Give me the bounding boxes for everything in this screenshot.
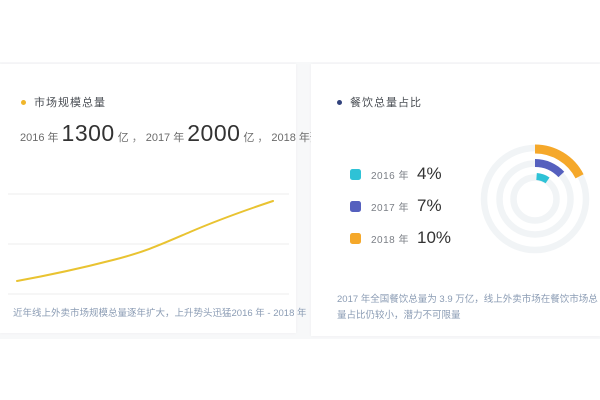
legend-value: 10% — [417, 228, 452, 247]
market-footer-note: 近年线上外卖市场规模总量逐年扩大，上升势头迅猛 — [13, 308, 232, 319]
legend-item-2018[interactable]: 2018 年 10% — [350, 227, 451, 249]
arc-2018 — [534, 144, 584, 179]
stat-unit-2016: 亿 — [117, 132, 129, 144]
ring-track-middle — [496, 160, 574, 238]
legend-label: 2016 年 — [371, 170, 410, 182]
donut-legend: 2016 年 4% 2017 年 7% 2018 年 10% — [350, 163, 451, 259]
stat-value-2017: 2000 — [187, 120, 241, 146]
legend-swatch-icon — [350, 232, 361, 244]
catering-share-panel: 餐饮总量占比 2016 年 4% 2017 年 7% 2018 年 10% 20… — [311, 64, 600, 336]
stat-separator: ， — [257, 132, 269, 144]
market-growth-curve — [16, 200, 274, 282]
catering-panel-footer: 2017 年全国餐饮总量为 3.9 万亿，线上外卖市场在餐饮市场总量占比仍较小，… — [337, 294, 598, 321]
title-bullet-icon — [21, 99, 26, 105]
stat-separator: ， — [131, 132, 143, 144]
legend-item-2016[interactable]: 2016 年 4% — [350, 163, 451, 185]
legend-label: 2018 年 — [371, 234, 410, 246]
ring-track-outer — [480, 144, 590, 254]
legend-swatch-icon — [350, 200, 361, 212]
catering-share-panel-title: 餐饮总量占比 — [337, 94, 422, 110]
legend-value: 4% — [417, 164, 442, 183]
market-panel-footer: 近年线上外卖市场规模总量逐年扩大，上升势头迅猛 2016 年 - 2018 年 — [13, 305, 307, 319]
market-size-panel: 市场规模总量 2016 年 1300 亿 ， 2017 年 2000 亿 ， 2… — [0, 64, 402, 333]
market-size-panel-title: 市场规模总量 — [21, 94, 106, 110]
stat-value-2016: 1300 — [61, 120, 115, 146]
title-bullet-icon — [337, 99, 342, 105]
legend-swatch-icon — [350, 168, 361, 180]
catering-share-ring-chart — [480, 144, 590, 254]
arc-2016 — [536, 173, 550, 184]
panel-title-text: 餐饮总量占比 — [350, 97, 422, 109]
legend-item-2017[interactable]: 2017 年 7% — [350, 195, 451, 217]
market-footer-range: 2016 年 - 2018 年 — [231, 308, 307, 319]
panel-title-text: 市场规模总量 — [34, 97, 106, 109]
stat-label-2017: 2017 年 — [145, 132, 185, 144]
stat-unit-2017: 亿 — [243, 132, 255, 144]
stat-label-2016: 2016 年 — [20, 132, 59, 144]
legend-value: 7% — [417, 196, 442, 215]
legend-label: 2017 年 — [371, 202, 410, 214]
ring-track-inner — [510, 174, 560, 224]
arc-2017 — [534, 159, 565, 178]
